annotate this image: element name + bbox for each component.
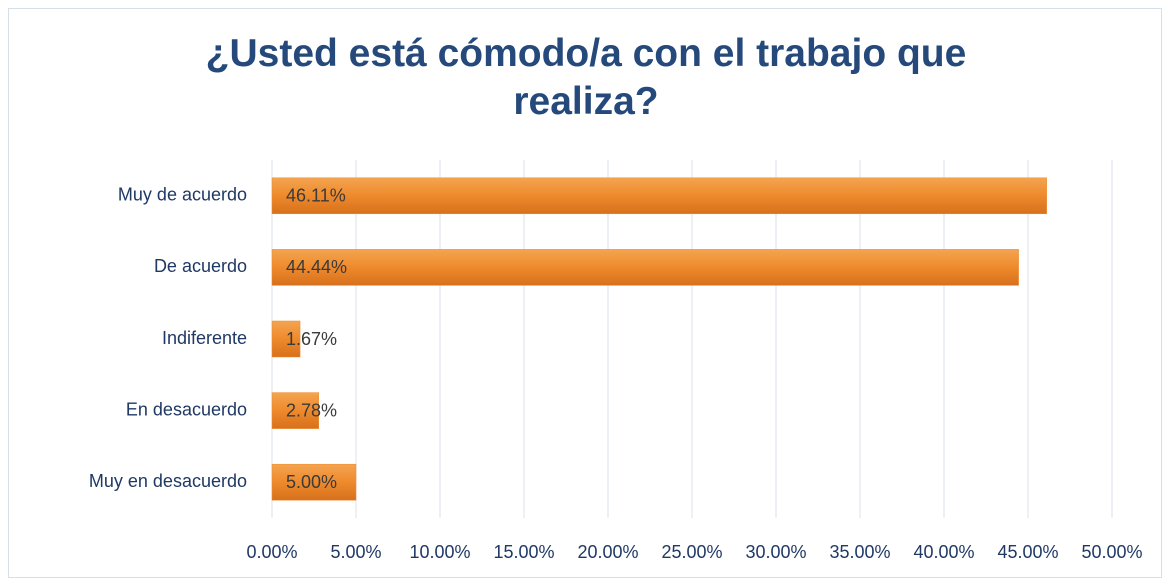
bar [271, 463, 357, 501]
value-label: 5.00% [286, 472, 337, 492]
x-tick-label: 15.00% [493, 542, 554, 562]
value-label: 2.78% [286, 400, 337, 420]
chart-frame [8, 8, 1162, 578]
x-tick-label: 10.00% [409, 542, 470, 562]
bar [271, 177, 1047, 215]
x-tick-label: 35.00% [829, 542, 890, 562]
y-tick-label: Muy en desacuerdo [89, 471, 247, 491]
x-tick-label: 25.00% [661, 542, 722, 562]
bar [271, 249, 1019, 286]
x-tick-label: 40.00% [913, 542, 974, 562]
bar [271, 320, 301, 358]
value-label: 46.11% [286, 186, 346, 206]
x-tick-label: 5.00% [330, 542, 381, 562]
x-tick-label: 45.00% [997, 542, 1058, 562]
y-tick-label: Indiferente [162, 328, 247, 348]
chart-title: ¿Usted está cómodo/a con el trabajo que … [205, 32, 967, 123]
x-tick-label: 0.00% [246, 542, 297, 562]
x-tick-label: 30.00% [745, 542, 806, 562]
x-tick-label: 20.00% [577, 542, 638, 562]
x-tick-label: 50.00% [1081, 542, 1142, 562]
y-tick-label: En desacuerdo [126, 399, 247, 419]
value-label: 1.67% [286, 329, 337, 349]
y-tick-label: Muy de acuerdo [118, 185, 247, 205]
bar [271, 392, 319, 429]
value-label: 44.44% [286, 257, 347, 277]
y-tick-label: De acuerdo [154, 256, 247, 276]
